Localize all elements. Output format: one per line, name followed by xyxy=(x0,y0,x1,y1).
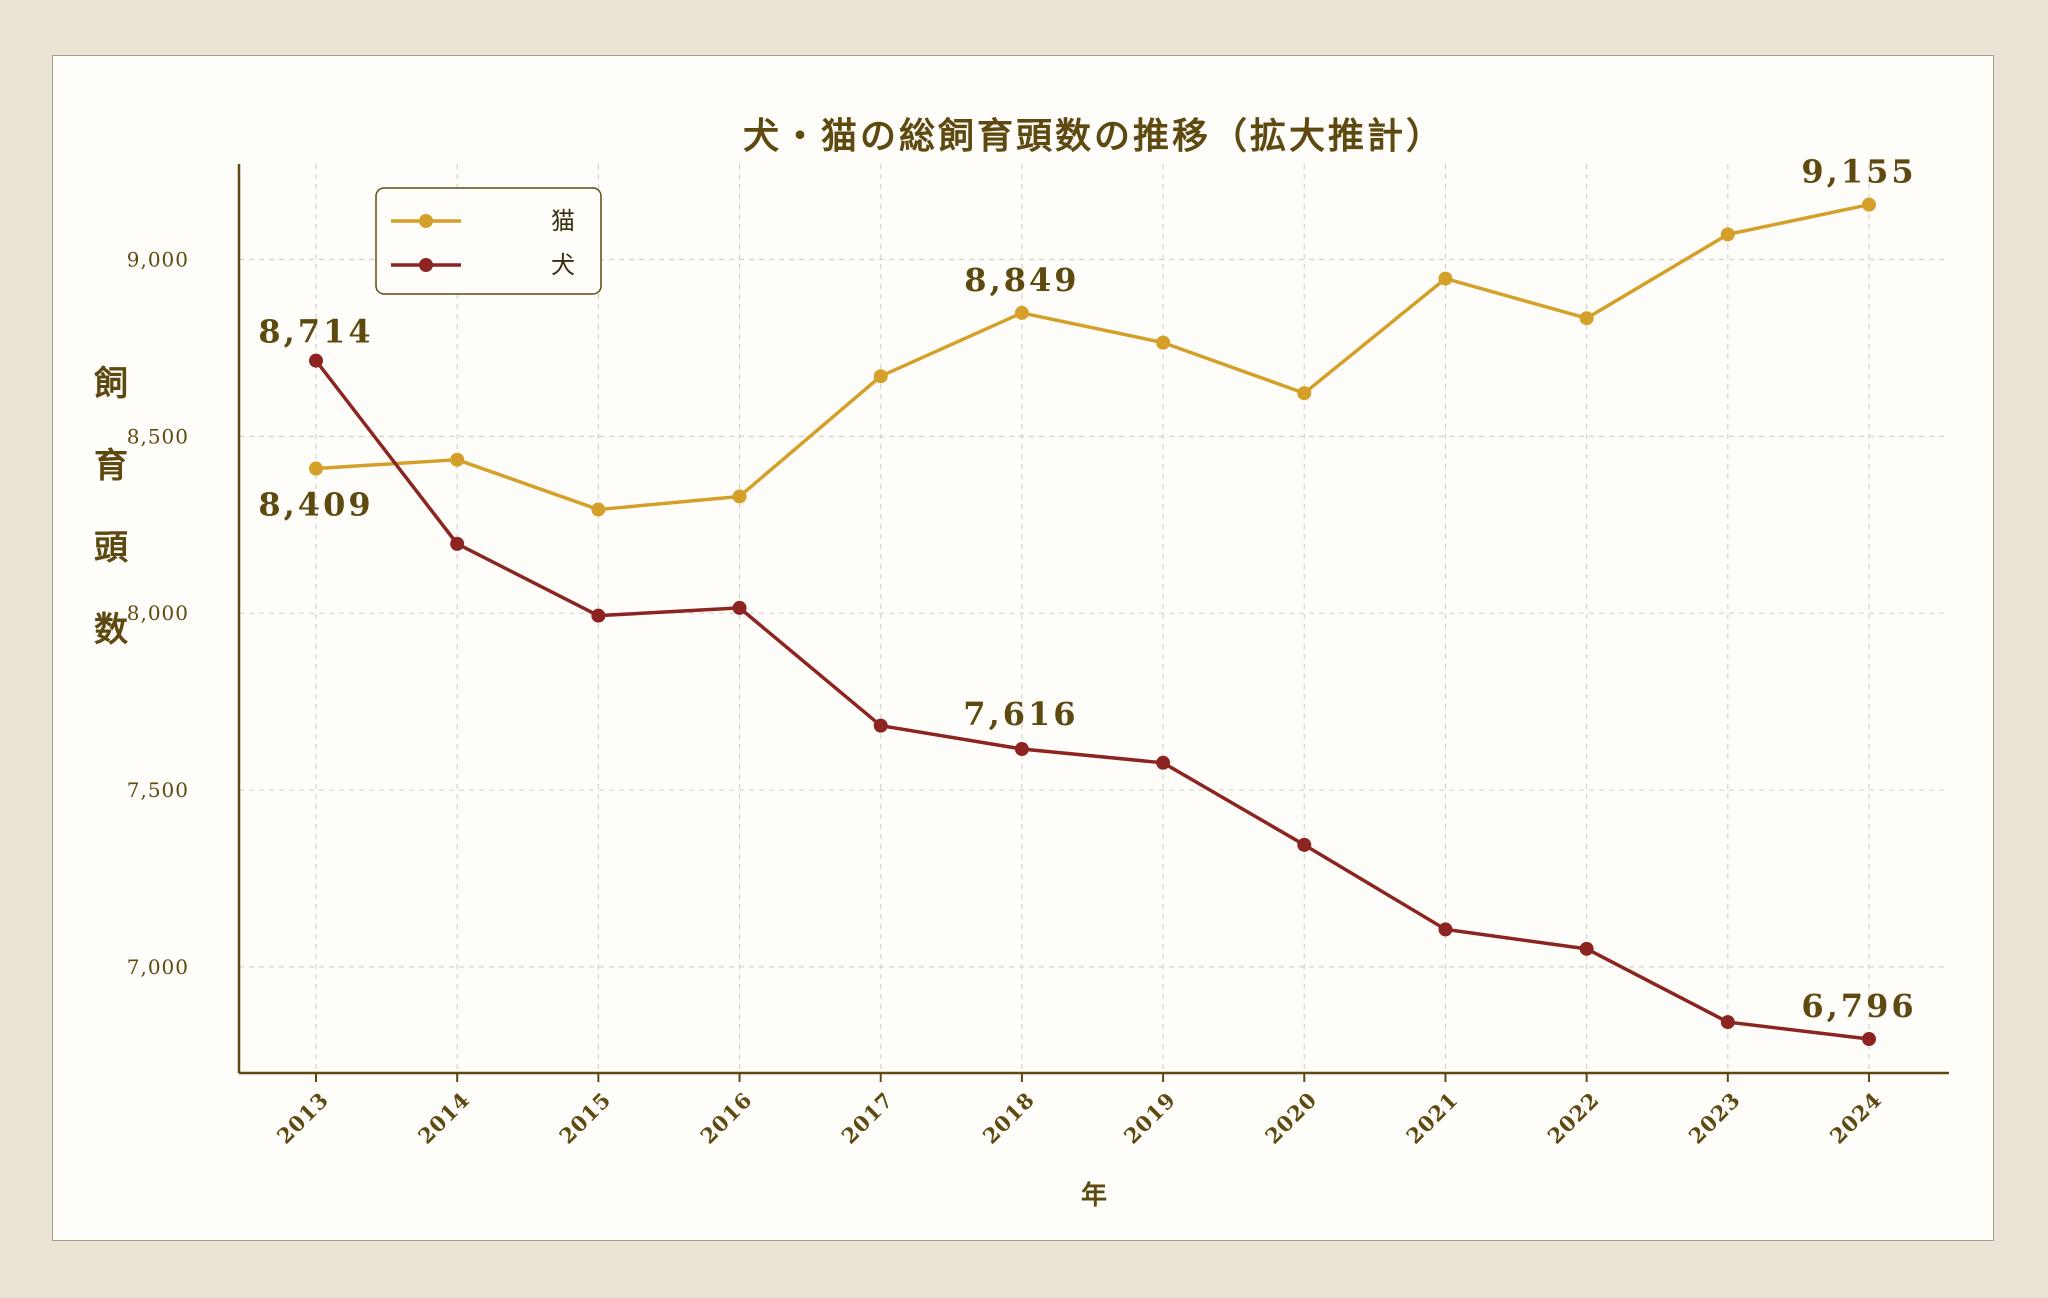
x-axis-label: 年 xyxy=(1081,1180,1107,1211)
chart-title: 犬・猫の総飼育頭数の推移（拡大推計） xyxy=(743,116,1445,157)
legend-swatch-marker xyxy=(419,258,433,272)
x-tick-label: 2023 xyxy=(1684,1087,1746,1149)
data-point xyxy=(1579,311,1594,326)
y-axis-label: 飼育頭数 xyxy=(94,364,129,650)
data-label: 8,409 xyxy=(258,486,373,524)
data-point xyxy=(732,600,747,615)
data-point xyxy=(1014,305,1029,320)
grid-lines xyxy=(239,164,1949,1073)
series-line-dog xyxy=(314,359,1870,1041)
x-tick-label: 2013 xyxy=(272,1087,334,1149)
series-group xyxy=(309,197,1876,1047)
data-label: 9,155 xyxy=(1801,153,1916,191)
data-point xyxy=(1156,335,1171,350)
data-point xyxy=(873,369,888,384)
x-tick-label: 2020 xyxy=(1260,1087,1322,1149)
data-point xyxy=(1862,1032,1876,1047)
x-tick-label: 2014 xyxy=(413,1087,475,1149)
x-tick-label: 2021 xyxy=(1401,1087,1463,1149)
data-point xyxy=(1720,227,1735,242)
y-tick-label: 7,000 xyxy=(127,955,189,979)
data-point xyxy=(732,489,747,504)
legend-label: 犬 xyxy=(551,251,575,279)
data-point xyxy=(309,461,323,476)
data-point xyxy=(1438,271,1453,286)
legend-label: 猫 xyxy=(551,207,575,235)
data-label: 8,849 xyxy=(964,261,1079,299)
x-tick-label: 2024 xyxy=(1825,1087,1887,1149)
data-point xyxy=(309,353,323,368)
data-point xyxy=(1014,742,1029,757)
x-tick-label: 2019 xyxy=(1119,1087,1181,1149)
chart-card: 7,000 7,500 8,000 8,500 9,000 2013 2014 2015 20… xyxy=(52,55,1994,1241)
data-point xyxy=(1862,197,1876,212)
series-line-cat xyxy=(315,202,1870,512)
legend: 猫犬 xyxy=(375,187,602,295)
data-point xyxy=(591,502,606,517)
data-labels: 8,714 8,409 8,849 7,616 9,155 6,796 xyxy=(258,153,1916,1025)
data-point xyxy=(1297,386,1312,401)
data-point xyxy=(1579,941,1594,956)
y-tick-label: 7,500 xyxy=(127,778,189,802)
data-label: 7,616 xyxy=(963,695,1078,733)
x-tick-label: 2017 xyxy=(836,1087,898,1149)
y-tick-labels: 7,000 7,500 8,000 8,500 9,000 xyxy=(127,247,189,979)
y-tick-label: 8,500 xyxy=(127,424,189,448)
data-point xyxy=(1156,755,1171,770)
x-tick-label: 2015 xyxy=(554,1087,616,1149)
data-point xyxy=(450,452,465,467)
axes xyxy=(237,164,1949,1082)
data-point xyxy=(450,536,465,551)
x-tick-label: 2022 xyxy=(1542,1087,1604,1149)
data-label: 6,796 xyxy=(1801,987,1916,1025)
x-tick-label: 2018 xyxy=(978,1087,1040,1149)
data-point xyxy=(873,718,888,733)
legend-swatch-marker xyxy=(419,214,433,228)
data-point xyxy=(591,608,606,623)
data-point xyxy=(1297,837,1312,852)
y-tick-label: 9,000 xyxy=(127,247,189,271)
data-label: 8,714 xyxy=(258,313,373,351)
x-tick-label: 2016 xyxy=(695,1087,757,1149)
x-tick-labels: 2013 2014 2015 2016 2017 2018 2019 2020 2021 2022… xyxy=(272,1087,1887,1149)
data-point xyxy=(1720,1015,1735,1030)
data-point xyxy=(1438,922,1453,937)
y-tick-label: 8,000 xyxy=(127,601,189,625)
